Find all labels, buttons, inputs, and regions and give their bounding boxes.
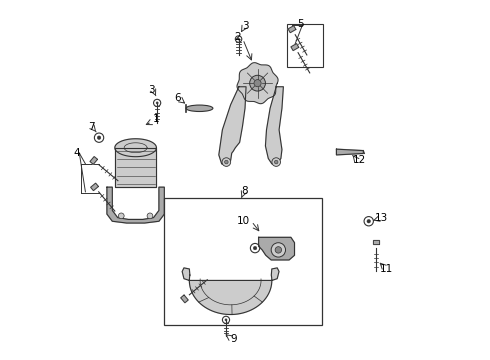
Circle shape	[119, 213, 124, 219]
Circle shape	[272, 158, 280, 166]
Polygon shape	[337, 149, 364, 155]
Polygon shape	[219, 87, 246, 166]
Text: 8: 8	[242, 186, 248, 197]
Circle shape	[271, 243, 286, 257]
Polygon shape	[182, 268, 279, 315]
Circle shape	[274, 160, 278, 164]
Circle shape	[253, 246, 257, 250]
Circle shape	[222, 158, 231, 166]
Text: 11: 11	[380, 264, 393, 274]
Polygon shape	[115, 148, 156, 187]
Circle shape	[97, 136, 101, 139]
Polygon shape	[291, 44, 299, 51]
Bar	[287, 24, 323, 67]
Circle shape	[224, 160, 228, 164]
Text: 12: 12	[352, 155, 366, 165]
Text: 13: 13	[375, 213, 388, 223]
Text: 4: 4	[73, 148, 80, 158]
Circle shape	[250, 75, 266, 91]
Polygon shape	[288, 26, 296, 33]
Circle shape	[147, 213, 153, 219]
Polygon shape	[107, 187, 164, 223]
Text: 6: 6	[174, 93, 181, 103]
Text: 3: 3	[148, 85, 155, 95]
Text: 5: 5	[297, 19, 304, 29]
Circle shape	[238, 38, 240, 40]
Polygon shape	[91, 183, 98, 190]
Polygon shape	[181, 295, 188, 303]
Polygon shape	[90, 157, 98, 164]
Polygon shape	[266, 87, 283, 164]
Circle shape	[275, 247, 282, 253]
Bar	[164, 198, 322, 325]
Polygon shape	[237, 63, 278, 104]
Text: 9: 9	[230, 334, 237, 344]
Polygon shape	[115, 139, 156, 157]
Polygon shape	[373, 239, 379, 244]
Text: 7: 7	[88, 122, 95, 132]
Text: 2: 2	[235, 32, 241, 41]
Text: 1: 1	[153, 114, 160, 124]
Text: 10: 10	[237, 216, 250, 226]
Circle shape	[367, 220, 370, 223]
Circle shape	[225, 319, 227, 321]
Polygon shape	[259, 237, 294, 260]
Circle shape	[156, 102, 158, 104]
Circle shape	[254, 80, 261, 87]
Text: 3: 3	[242, 21, 248, 31]
Ellipse shape	[186, 105, 213, 112]
